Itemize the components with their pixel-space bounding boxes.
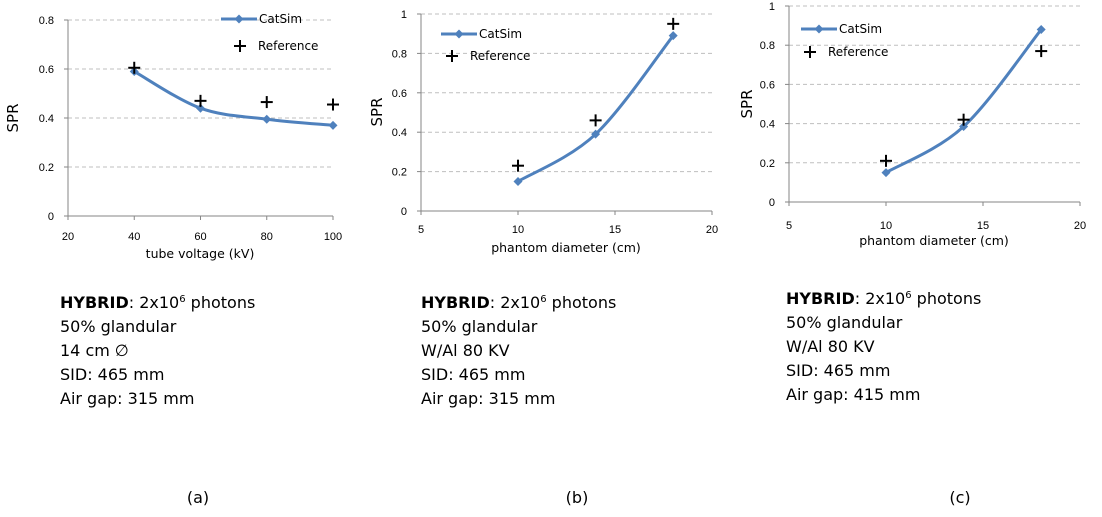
reference-point xyxy=(589,114,602,127)
catsim-point xyxy=(328,120,338,130)
reference-point xyxy=(957,113,970,126)
caption-c: (c) xyxy=(949,488,971,507)
y-tick-label: 0.2 xyxy=(39,162,54,174)
legend-reference-label: Reference xyxy=(470,49,530,63)
catsim-point xyxy=(196,103,205,113)
description-photons-line: HYBRID: 2x106 photons xyxy=(421,293,617,312)
description-line: 50% glandular xyxy=(421,317,538,336)
y-tick-label: 0.4 xyxy=(392,127,407,139)
y-tick-label: 0.6 xyxy=(760,79,775,91)
description-line: Air gap: 315 mm xyxy=(60,389,195,408)
panel-c: 0 0.2 0.4 0.6 0.8 1 5 10 15 20 phantom diameter (c… xyxy=(738,0,1100,517)
reference-point xyxy=(128,61,141,74)
y-axis-label: SPR xyxy=(4,104,22,133)
description-b: HYBRID: 2x106 photons 50% glandular W/Al… xyxy=(421,291,616,411)
catsim-series-line xyxy=(133,70,334,127)
x-tick-label: 20 xyxy=(1074,220,1086,232)
legend-catsim-marker xyxy=(814,24,824,34)
y-tick-label: 0.6 xyxy=(392,88,407,100)
reference-point xyxy=(327,98,339,111)
y-tick-label: 0.2 xyxy=(392,167,407,179)
x-axis-label: tube voltage (kV) xyxy=(146,246,255,261)
description-a: HYBRID: 2x106 photons 50% glandular 14 c… xyxy=(60,291,255,411)
y-tick-label: 0 xyxy=(48,211,54,223)
y-tick-label: 0.2 xyxy=(760,158,775,170)
description-line: W/Al 80 KV xyxy=(786,337,875,356)
legend-reference-marker xyxy=(446,50,458,62)
legend-reference-label: Reference xyxy=(828,45,888,59)
legend-catsim-marker xyxy=(454,29,464,39)
reference-point xyxy=(667,17,680,30)
caption-b: (b) xyxy=(565,488,589,507)
x-tick-label: 100 xyxy=(324,231,342,243)
legend-catsim-label: CatSim xyxy=(479,27,522,41)
catsim-point xyxy=(959,122,969,132)
panel-a: 0 0.2 0.4 0.6 0.8 20 40 60 80 100 tube voltage (kV… xyxy=(0,0,360,517)
x-tick-label: 80 xyxy=(261,231,273,243)
x-tick-label: 5 xyxy=(418,224,424,236)
x-tick-label: 20 xyxy=(706,224,718,236)
catsim-point xyxy=(668,31,678,41)
y-tick-label: 0.4 xyxy=(39,113,54,125)
x-axis-label: phantom diameter (cm) xyxy=(491,240,641,255)
x-tick-label: 15 xyxy=(977,220,989,232)
reference-point xyxy=(1035,45,1048,58)
description-line: SID: 465 mm xyxy=(421,365,526,384)
x-tick-label: 60 xyxy=(194,231,206,243)
description-line: 14 cm ∅ xyxy=(60,341,129,360)
description-line: Air gap: 315 mm xyxy=(421,389,556,408)
description-line: SID: 465 mm xyxy=(60,365,165,384)
chart-a: 0 0.2 0.4 0.6 0.8 20 40 60 80 100 tube voltage (kV… xyxy=(4,12,342,261)
y-tick-label: 1 xyxy=(769,1,775,13)
catsim-point xyxy=(513,176,523,186)
x-tick-label: 5 xyxy=(786,220,792,232)
reference-point xyxy=(880,154,892,167)
x-tick-label: 10 xyxy=(880,220,892,232)
y-tick-label: 0.8 xyxy=(760,40,775,52)
y-tick-label: 0.8 xyxy=(39,15,54,27)
caption-a: (a) xyxy=(186,488,210,507)
panel-b: 0 0.2 0.4 0.6 0.8 1 5 10 15 20 phantom diameter (c… xyxy=(360,0,720,517)
catsim-point xyxy=(262,114,272,124)
legend-reference-marker xyxy=(234,40,246,52)
legend-catsim-label: CatSim xyxy=(839,22,882,36)
description-line: Air gap: 415 mm xyxy=(786,385,921,404)
reference-point xyxy=(260,96,273,109)
description-photons-line: HYBRID: 2x106 photons xyxy=(786,289,982,308)
catsim-point xyxy=(591,129,601,139)
y-tick-label: 1 xyxy=(401,9,407,21)
legend-reference-marker xyxy=(804,46,816,58)
y-tick-label: 0.6 xyxy=(39,64,54,76)
description-line: SID: 465 mm xyxy=(786,361,891,380)
legend-reference-label: Reference xyxy=(258,39,318,53)
legend-catsim-label: CatSim xyxy=(259,12,302,26)
description-line: 50% glandular xyxy=(786,313,903,332)
y-tick-label: 0.4 xyxy=(760,119,775,131)
catsim-series-line xyxy=(517,34,675,183)
legend-catsim-marker xyxy=(234,14,244,24)
x-tick-label: 15 xyxy=(609,224,621,236)
description-line: W/Al 80 KV xyxy=(421,341,510,360)
x-axis-label: phantom diameter (cm) xyxy=(859,233,1009,248)
catsim-series-line xyxy=(885,28,1043,174)
y-tick-label: 0 xyxy=(769,197,775,209)
y-tick-label: 0.8 xyxy=(392,48,407,60)
catsim-point xyxy=(881,168,891,178)
reference-point xyxy=(194,94,207,107)
x-tick-label: 10 xyxy=(512,224,524,236)
reference-point xyxy=(512,159,524,172)
description-line: 50% glandular xyxy=(60,317,177,336)
y-axis-label: SPR xyxy=(738,90,756,119)
description-c: HYBRID: 2x106 photons 50% glandular W/Al… xyxy=(786,287,981,407)
catsim-point xyxy=(1036,25,1046,35)
x-tick-label: 40 xyxy=(128,231,140,243)
y-tick-label: 0 xyxy=(401,206,407,218)
x-tick-label: 20 xyxy=(62,231,74,243)
description-photons-line: HYBRID: 2x106 photons xyxy=(60,293,256,312)
y-axis-label: SPR xyxy=(368,98,386,127)
